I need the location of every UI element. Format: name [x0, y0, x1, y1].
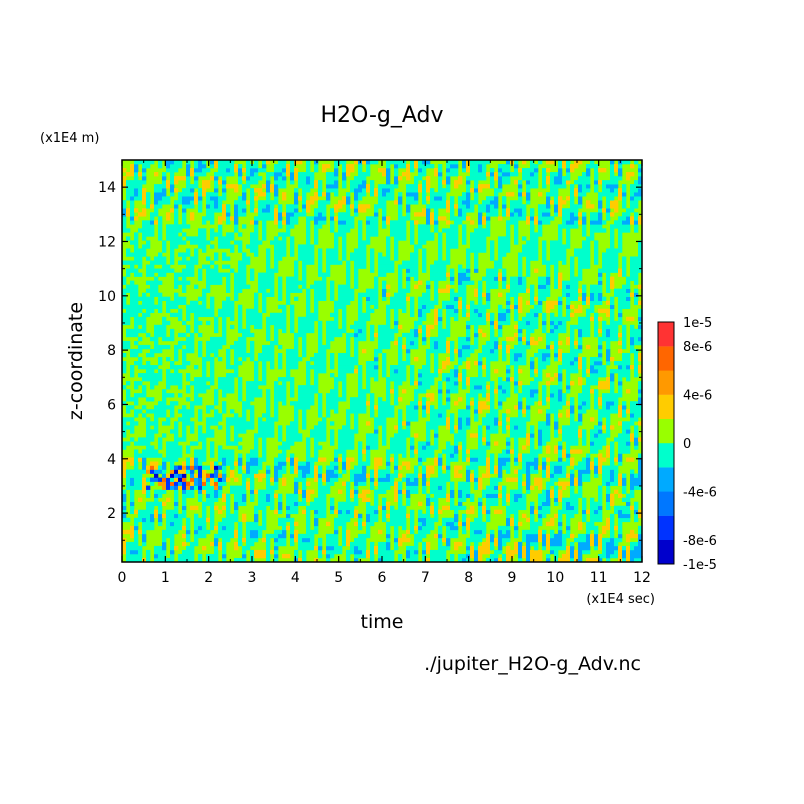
x-tick-label: 5: [334, 570, 343, 586]
colorbar-segment: [658, 443, 674, 468]
colorbar-tick-label: -1e-5: [683, 558, 717, 573]
x-tick-label: 6: [378, 570, 387, 586]
x-tick-label: 4: [291, 570, 300, 586]
x-tick-label: 8: [464, 570, 473, 586]
colorbar-segment: [658, 418, 674, 444]
colorbar-segment: [658, 539, 674, 565]
colorbar-tick-label: 8e-6: [683, 340, 712, 355]
colorbar-segment: [658, 370, 674, 395]
y-tick-label: 12: [98, 234, 116, 250]
colorbar-segment: [658, 515, 674, 540]
y-tick-label: 10: [98, 289, 116, 305]
x-tick-label: 9: [508, 570, 517, 586]
colorbar-segment: [658, 346, 674, 371]
heatmap-field: [122, 160, 643, 563]
y-axis-label: z-coordinate: [65, 302, 87, 420]
colorbar-frame: [657, 321, 675, 565]
colorbar-segment: [658, 491, 674, 516]
x-tick-label: 2: [204, 570, 213, 586]
y-tick-label: 2: [107, 506, 116, 522]
y-unit-label: (x1E4 m): [40, 131, 99, 146]
colorbar-tick-label: 0: [683, 437, 691, 452]
y-tick-label: 6: [107, 397, 116, 413]
y-tick-label: 4: [107, 452, 116, 468]
y-tick-label: 14: [98, 180, 116, 196]
colorbar-tick-label: -4e-6: [683, 485, 717, 500]
x-tick-label: 7: [421, 570, 430, 586]
file-label: ./jupiter_H2O-g_Adv.nc: [424, 653, 641, 675]
y-tick-label: 8: [107, 343, 116, 359]
x-tick-label: 0: [118, 570, 127, 586]
colorbar-tick-label: 4e-6: [683, 389, 712, 404]
x-unit-label: (x1E4 sec): [586, 592, 655, 607]
x-axis: 0 1 2 3 4 5 6 7 8 9 10 11 12: [118, 160, 651, 586]
x-tick-label: 12: [633, 570, 651, 586]
colorbar: -1e-5 -8e-6 -4e-6 0 4e-6 8e-6 1e-5: [657, 316, 717, 573]
colorbar-segment: [658, 322, 674, 347]
x-tick-label: 11: [590, 570, 608, 586]
x-tick-label: 1: [161, 570, 170, 586]
colorbar-segment: [658, 394, 674, 419]
colorbar-tick-label: -8e-6: [683, 534, 717, 549]
colorbar-tick-label: 1e-5: [683, 316, 712, 331]
x-tick-label: 10: [546, 570, 564, 586]
colorbar-segment: [658, 467, 674, 492]
y-axis: 2 4 6 8 10 12 14: [98, 159, 642, 541]
x-axis-label: time: [361, 611, 404, 633]
chart-title: H2O-g_Adv: [320, 103, 443, 128]
x-tick-label: 3: [248, 570, 257, 586]
